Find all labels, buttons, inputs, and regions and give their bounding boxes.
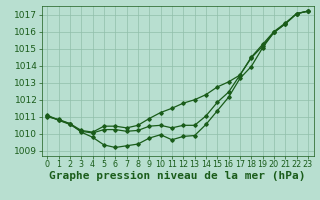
- X-axis label: Graphe pression niveau de la mer (hPa): Graphe pression niveau de la mer (hPa): [49, 171, 306, 181]
